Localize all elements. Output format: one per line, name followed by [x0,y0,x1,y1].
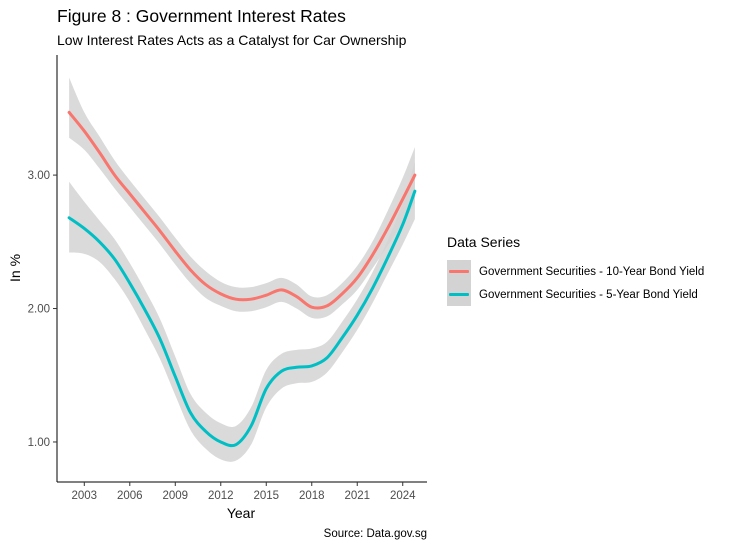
legend-swatch-5-year [449,293,469,296]
series-line-0 [67,110,417,310]
legend-key-10-year [447,260,471,283]
x-tick-label: 2024 [390,490,416,502]
x-axis-label: Year [227,505,256,521]
x-tick-label: 2006 [117,490,143,502]
chart-caption: Source: Data.gov.sg [323,528,427,540]
y-tick-label: 3.00 [28,170,50,182]
legend-label-5-year: Government Securities - 5-Year Bond Yiel… [479,288,698,301]
x-tick-label: 2003 [71,490,97,502]
series-line-1 [67,189,417,448]
legend-item-5-year: Government Securities - 5-Year Bond Yiel… [447,283,704,306]
legend-label-10-year: Government Securities - 10-Year Bond Yie… [479,265,705,278]
legend-key-5-year [447,283,471,306]
confidence-band-1 [69,161,415,462]
legend-item-10-year: Government Securities - 10-Year Bond Yie… [447,260,704,283]
y-axis-label: In % [7,254,23,282]
y-tick-label: 2.00 [28,304,50,316]
confidence-band-0 [69,77,415,319]
x-tick-label: 2015 [253,490,279,502]
x-tick-label: 2009 [162,490,188,502]
chart-subtitle: Low Interest Rates Acts as a Catalyst fo… [57,32,407,48]
y-tick-label: 1.00 [28,437,50,449]
x-tick-label: 2012 [208,490,234,502]
x-tick-label: 2021 [344,490,370,502]
legend-swatch-10-year [449,270,469,273]
x-tick-label: 2018 [299,490,325,502]
legend: Data Series Government Securities - 10-Y… [447,234,704,306]
chart-title: Figure 8 : Government Interest Rates [57,6,346,26]
legend-title: Data Series [447,234,521,250]
